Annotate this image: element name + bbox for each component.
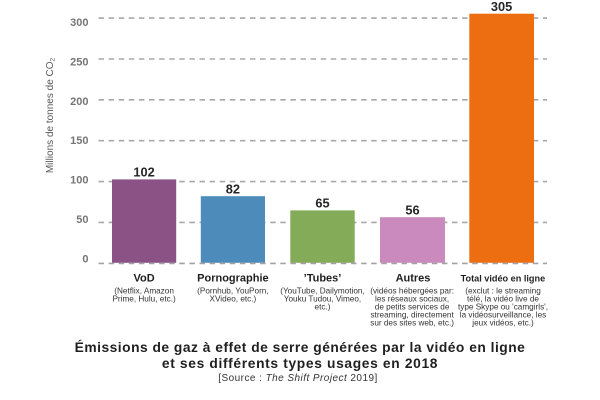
svg-text:(vidéos hébergées par:: (vidéos hébergées par: <box>370 287 454 296</box>
svg-text:type Skype ou 'camgirls',: type Skype ou 'camgirls', <box>458 303 548 312</box>
svg-text:0: 0 <box>82 254 88 266</box>
svg-text:la vidéosurveillance, les: la vidéosurveillance, les <box>460 311 546 320</box>
svg-text:et ses différents types usages: et ses différents types usages en 2018 <box>162 356 438 371</box>
svg-text:(YouTube, Dailymotion,: (YouTube, Dailymotion, <box>280 287 365 296</box>
svg-text:305: 305 <box>491 0 512 14</box>
svg-text:(Pornhub, YouPorn,: (Pornhub, YouPorn, <box>197 287 268 296</box>
svg-text:télé, la vidéo live de: télé, la vidéo live de <box>467 295 539 304</box>
svg-text:Autres: Autres <box>396 272 431 284</box>
svg-text:Prime, Hulu, etc.): Prime, Hulu, etc.) <box>112 295 176 304</box>
svg-text:streaming, directement: streaming, directement <box>370 311 454 320</box>
svg-text:Pornographie: Pornographie <box>197 272 269 284</box>
svg-text:VoD: VoD <box>134 272 155 284</box>
svg-text:[Source : The Shift Project 20: [Source : The Shift Project 2019] <box>218 373 377 384</box>
svg-text:Youku Tudou, Vimeo,: Youku Tudou, Vimeo, <box>284 295 361 304</box>
svg-text:82: 82 <box>226 181 240 196</box>
svg-text:50: 50 <box>76 214 88 226</box>
svg-text:300: 300 <box>70 17 88 29</box>
svg-text:XVideo, etc.): XVideo, etc.) <box>210 295 257 304</box>
svg-text:200: 200 <box>70 96 88 108</box>
svg-text:250: 250 <box>70 56 88 68</box>
svg-text:sur des sites web, etc.): sur des sites web, etc.) <box>370 319 454 328</box>
svg-text:102: 102 <box>133 165 154 180</box>
svg-text:(Netflix, Amazon: (Netflix, Amazon <box>114 287 174 296</box>
svg-text:150: 150 <box>70 135 88 147</box>
svg-text:Total vidéo en ligne: Total vidéo en ligne <box>461 273 546 283</box>
svg-text:100: 100 <box>70 175 88 187</box>
svg-text:de petits services de: de petits services de <box>375 303 450 312</box>
svg-text:Émissions de gaz à effet de se: Émissions de gaz à effet de serre généré… <box>75 339 526 355</box>
svg-text:les réseaux sociaux,: les réseaux sociaux, <box>375 295 449 304</box>
svg-text:etc.): etc.) <box>315 303 331 312</box>
svg-text:’Tubes’: ’Tubes’ <box>304 272 342 284</box>
svg-text:65: 65 <box>315 196 329 211</box>
svg-text:(exclut : le streaming: (exclut : le streaming <box>465 287 541 296</box>
svg-text:Millions de tonnes de CO2: Millions de tonnes de CO2 <box>45 57 57 173</box>
svg-text:56: 56 <box>405 202 419 217</box>
svg-text:jeux vidéos, etc.): jeux vidéos, etc.) <box>471 319 534 328</box>
